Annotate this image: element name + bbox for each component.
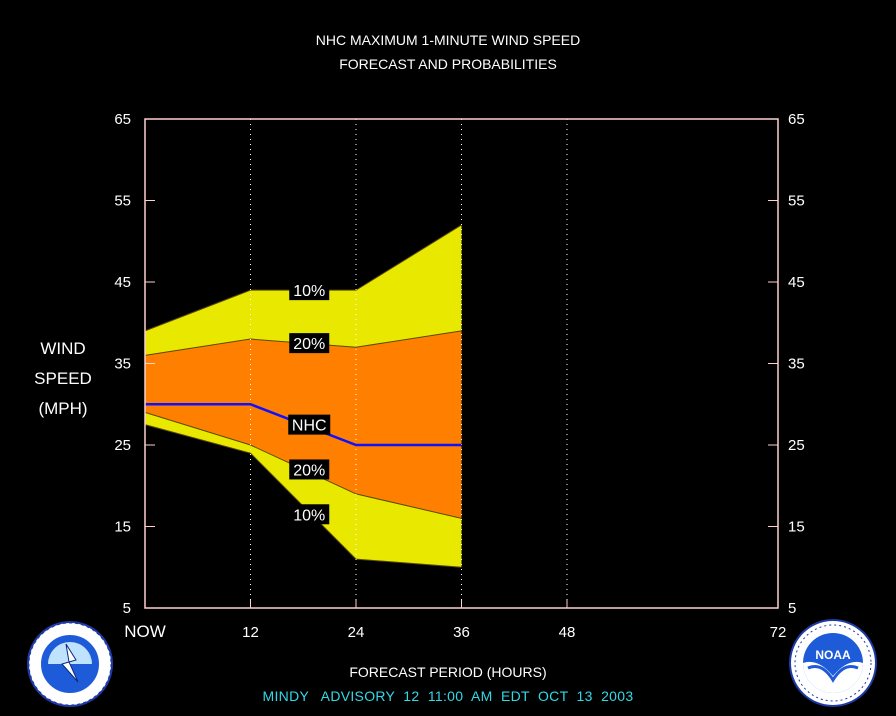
y-tick-label-right: 25 bbox=[788, 437, 805, 454]
y-tick-label-right: 45 bbox=[788, 274, 805, 291]
noaa-logo: NOAA bbox=[789, 619, 877, 707]
band-label: NHC bbox=[292, 418, 327, 435]
band-label: 10% bbox=[293, 283, 325, 300]
x-axis-label: FORECAST PERIOD (HOURS) bbox=[349, 664, 547, 680]
y-tick-label-right: 15 bbox=[788, 519, 805, 536]
y-tick-label-right: 35 bbox=[788, 356, 805, 373]
y-tick-label-right: 65 bbox=[788, 111, 805, 128]
advisory-footer: MINDY ADVISORY 12 11:00 AM EDT OCT 13 20… bbox=[262, 688, 634, 704]
x-tick-label: NOW bbox=[124, 622, 166, 641]
y-tick-label-left: 15 bbox=[114, 519, 131, 536]
y-axis-label-line-3: (MPH) bbox=[38, 399, 88, 418]
national-weather-service-logo bbox=[27, 621, 113, 707]
y-tick-label-right: 5 bbox=[788, 600, 796, 617]
band-label: 10% bbox=[293, 507, 325, 524]
x-tick-label: 24 bbox=[348, 624, 365, 641]
band-label: 20% bbox=[293, 336, 325, 353]
y-tick-label-right: 55 bbox=[788, 193, 805, 210]
chart-subtitle: FORECAST AND PROBABILITIES bbox=[339, 56, 557, 72]
x-tick-label: 12 bbox=[242, 624, 259, 641]
y-tick-label-left: 55 bbox=[114, 193, 131, 210]
chart-title: NHC MAXIMUM 1-MINUTE WIND SPEED bbox=[315, 32, 581, 48]
noaa-logo-text: NOAA bbox=[815, 648, 851, 662]
y-tick-label-left: 25 bbox=[114, 437, 131, 454]
y-tick-label-left: 35 bbox=[114, 356, 131, 373]
band-label-box bbox=[289, 504, 330, 525]
x-tick-label: 48 bbox=[559, 624, 576, 641]
x-tick-label: 36 bbox=[453, 624, 470, 641]
band-label-box bbox=[289, 280, 330, 301]
band-label: 20% bbox=[293, 462, 325, 479]
y-tick-label-left: 5 bbox=[123, 600, 131, 617]
band-label-box bbox=[289, 459, 330, 480]
y-axis-label-line-2: SPEED bbox=[34, 369, 92, 388]
y-tick-label-left: 45 bbox=[114, 274, 131, 291]
y-tick-label-left: 65 bbox=[114, 111, 131, 128]
band-label-box bbox=[288, 414, 331, 435]
y-axis-label-line-1: WIND bbox=[40, 339, 86, 358]
x-tick-label: 72 bbox=[770, 624, 787, 641]
band-label-box bbox=[289, 333, 330, 354]
